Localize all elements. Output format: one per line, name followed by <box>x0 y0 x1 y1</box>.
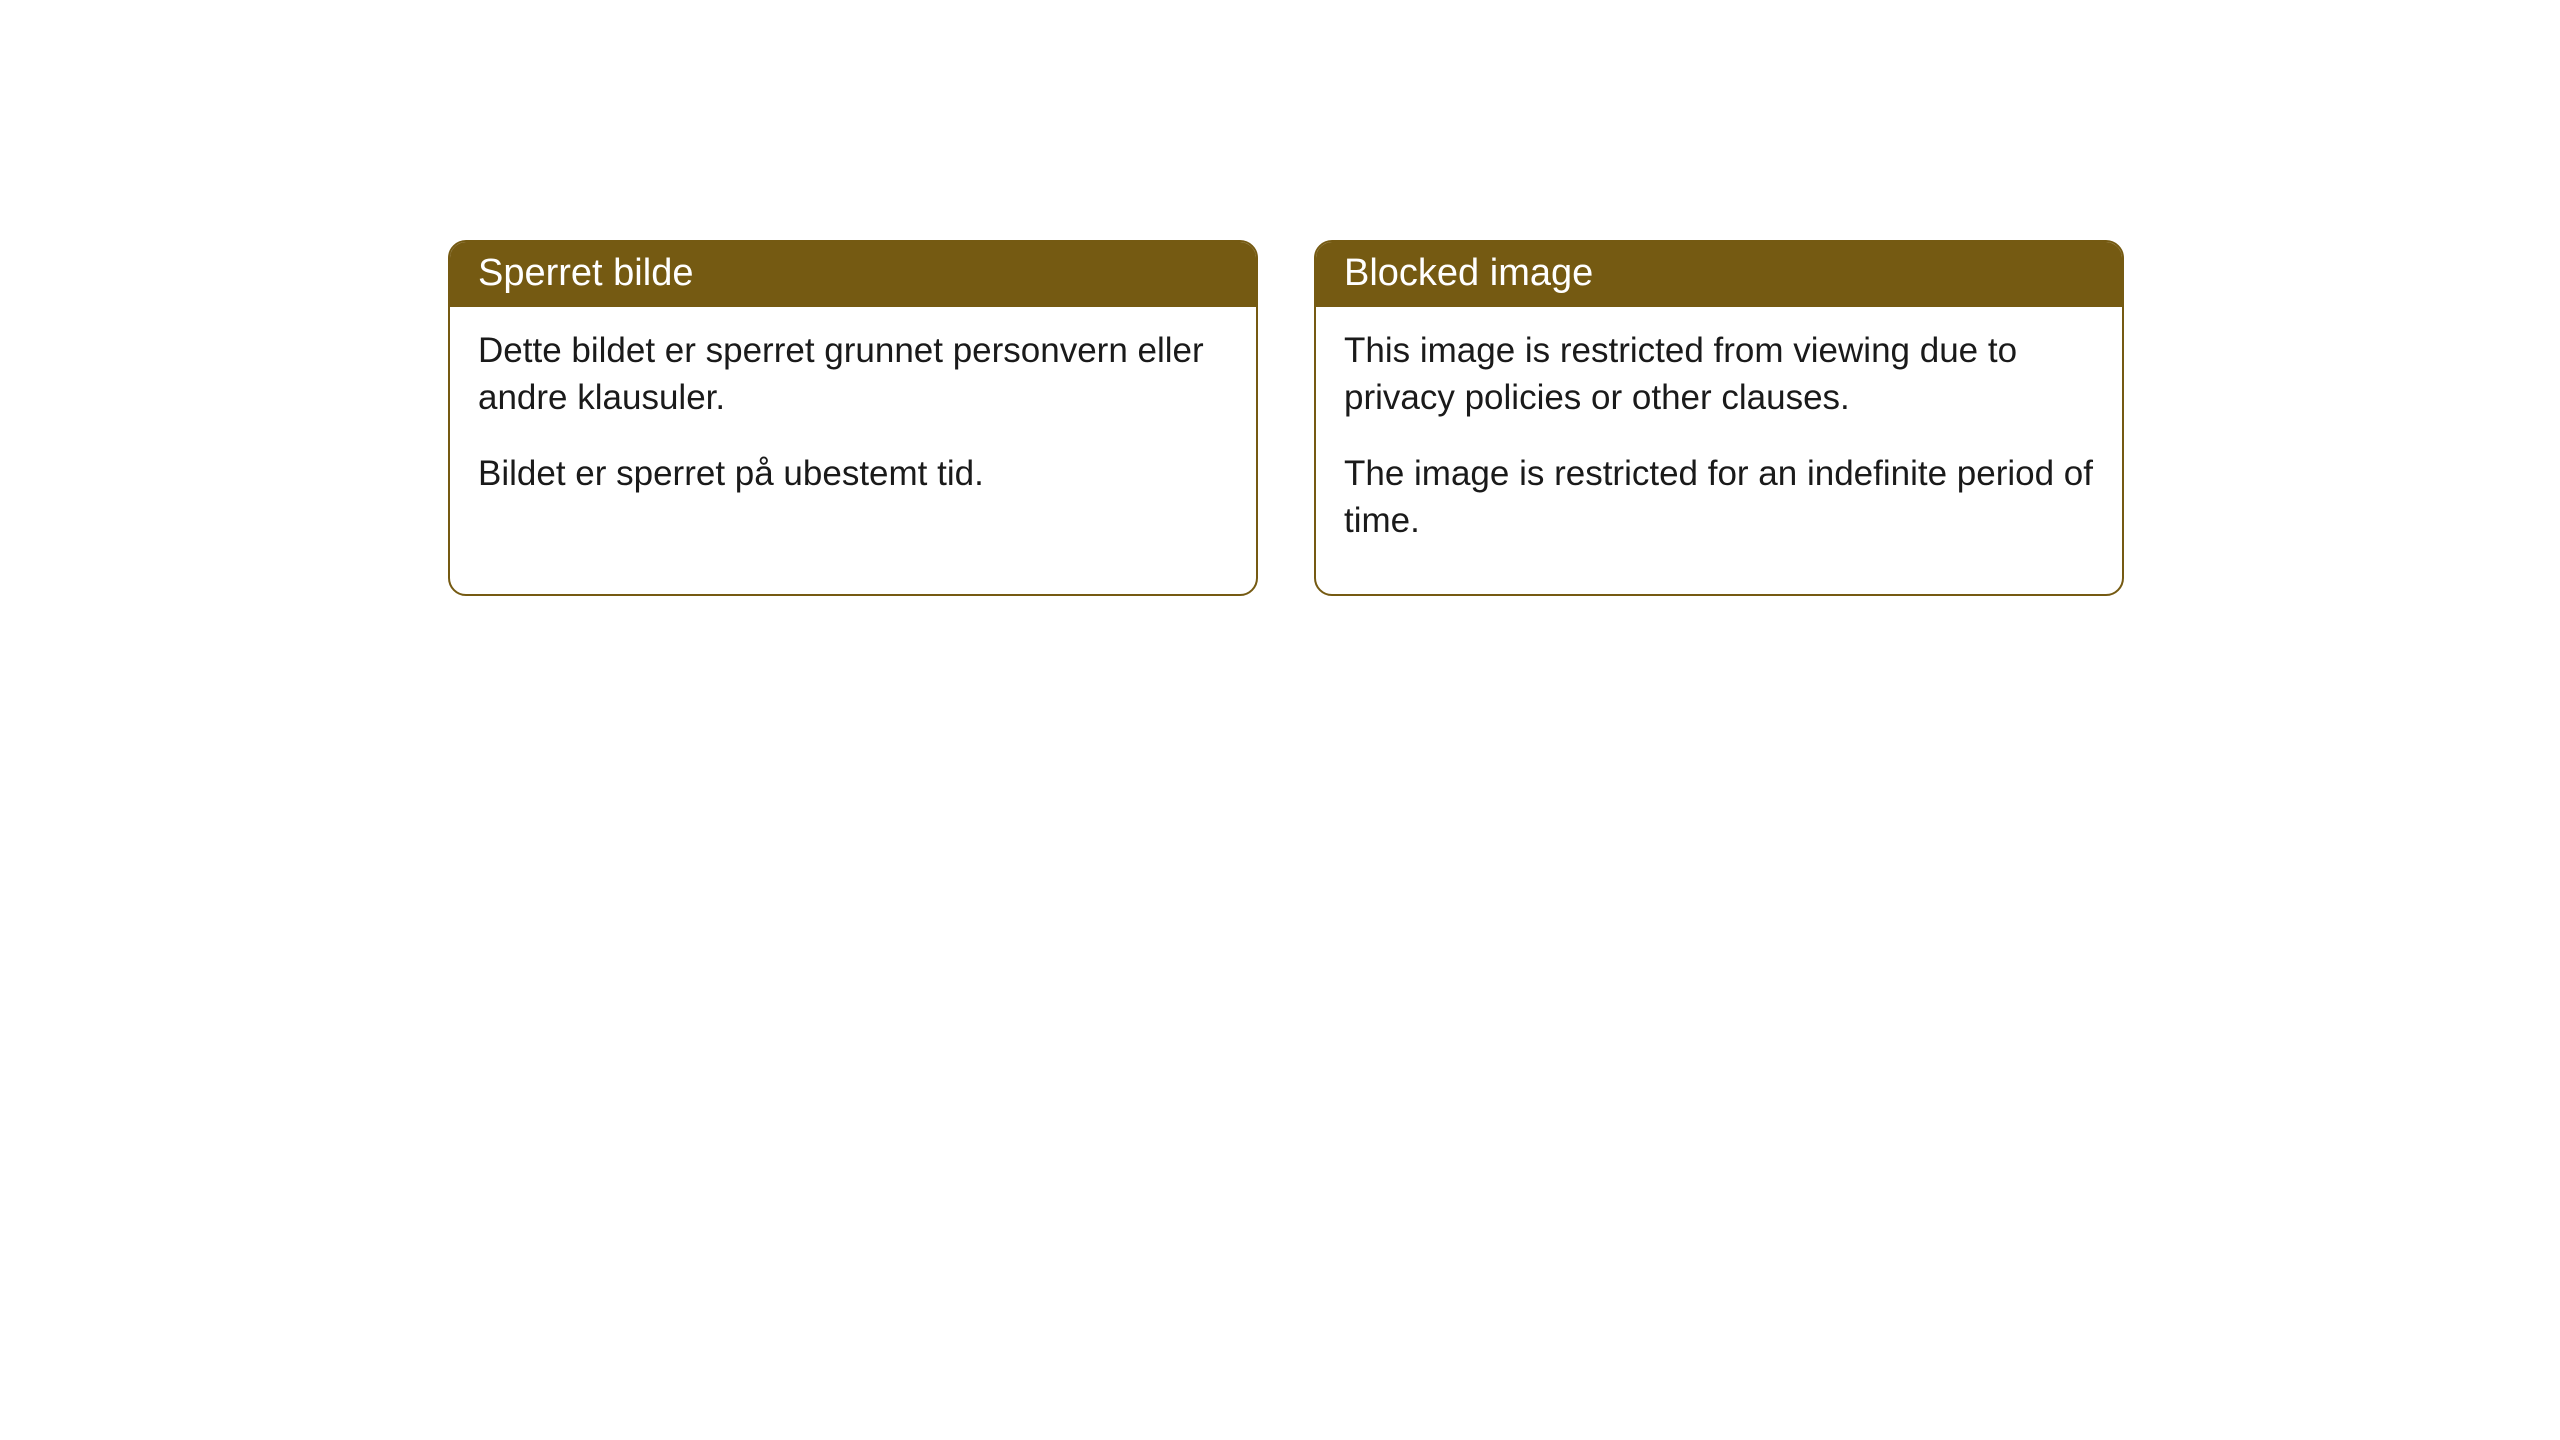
card-title-norwegian: Sperret bilde <box>450 242 1256 307</box>
card-title-english: Blocked image <box>1316 242 2122 307</box>
card-text-norwegian-2: Bildet er sperret på ubestemt tid. <box>478 450 1228 497</box>
card-text-english-1: This image is restricted from viewing du… <box>1344 327 2094 422</box>
card-body-english: This image is restricted from viewing du… <box>1316 307 2122 594</box>
card-text-english-2: The image is restricted for an indefinit… <box>1344 450 2094 545</box>
card-body-norwegian: Dette bildet er sperret grunnet personve… <box>450 307 1256 547</box>
notice-card-english: Blocked image This image is restricted f… <box>1314 240 2124 596</box>
card-text-norwegian-1: Dette bildet er sperret grunnet personve… <box>478 327 1228 422</box>
notice-cards-container: Sperret bilde Dette bildet er sperret gr… <box>448 240 2124 596</box>
notice-card-norwegian: Sperret bilde Dette bildet er sperret gr… <box>448 240 1258 596</box>
